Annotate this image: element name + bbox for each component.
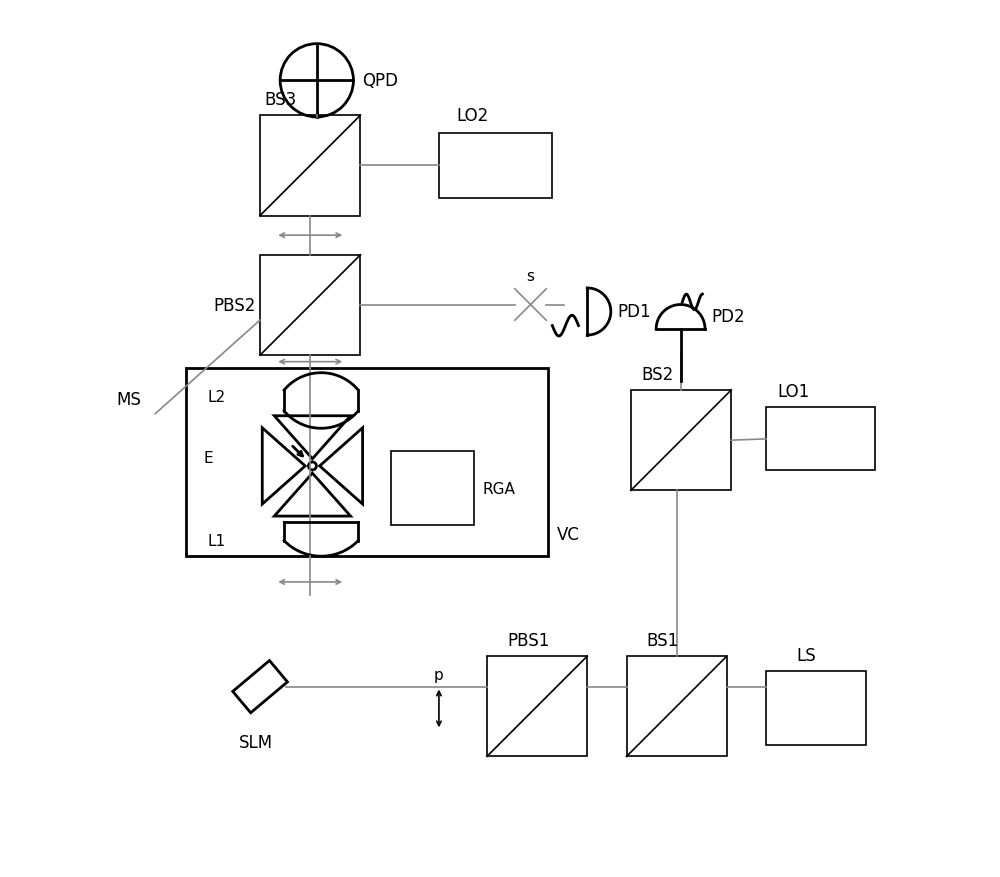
- Text: L1: L1: [208, 533, 226, 548]
- Text: E: E: [203, 450, 213, 465]
- Text: PBS2: PBS2: [213, 296, 256, 315]
- Text: BS1: BS1: [647, 631, 679, 649]
- Text: RGA: RGA: [483, 481, 515, 496]
- Text: p: p: [434, 667, 444, 682]
- Text: SLM: SLM: [239, 733, 273, 751]
- Text: s: s: [527, 268, 535, 283]
- Text: LO2: LO2: [456, 107, 488, 125]
- Text: LS: LS: [796, 646, 816, 664]
- Text: BS2: BS2: [641, 366, 673, 383]
- Text: PD1: PD1: [618, 303, 651, 321]
- Text: LO1: LO1: [777, 383, 809, 401]
- Text: QPD: QPD: [362, 72, 398, 90]
- Text: PD2: PD2: [711, 308, 745, 325]
- Text: PBS1: PBS1: [507, 631, 549, 649]
- Text: BS3: BS3: [264, 91, 297, 109]
- Text: VC: VC: [557, 525, 580, 543]
- Text: MS: MS: [116, 390, 141, 409]
- Text: L2: L2: [208, 389, 226, 404]
